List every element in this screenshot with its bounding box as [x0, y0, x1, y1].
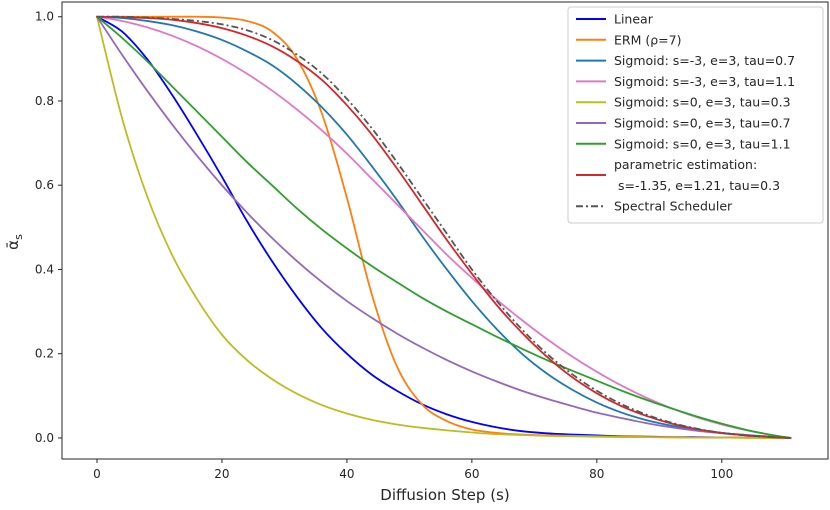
x-tick-label: 80 [589, 467, 604, 481]
y-tick-label: 0.2 [35, 347, 54, 361]
x-tick-label: 60 [464, 467, 479, 481]
series-line-3 [96, 15, 792, 439]
y-tick-label: 0.0 [35, 431, 54, 445]
y-tick-label: 0.8 [35, 94, 54, 108]
series-line-9 [96, 15, 791, 439]
x-tick-label: 20 [214, 467, 229, 481]
legend-label-8: s=-1.35, e=1.21, tau=0.3 [614, 178, 780, 193]
series-layer [96, 15, 792, 439]
y-axis-label-subscript: s [12, 234, 25, 240]
legend-label-8: parametric estimation: [614, 157, 757, 172]
legend-label-1: Linear [614, 12, 654, 27]
plot-frame [61, 1, 829, 460]
y-tick-label: 0.4 [35, 262, 54, 276]
legend-label-2: ERM (ρ=7) [614, 32, 681, 47]
legend-label-9: Spectral Scheduler [614, 199, 733, 214]
x-tick-label: 40 [339, 467, 354, 481]
series-line-6 [96, 15, 792, 439]
y-tick-label: 1.0 [35, 10, 54, 24]
x-tick-label: 100 [710, 467, 733, 481]
y-axis-label-group: ᾱs [4, 234, 25, 250]
legend-box [567, 6, 824, 224]
ticks-layer: 0 20 40 60 80 100 0.0 0.2 0.4 0.6 0.8 1.0 [35, 10, 733, 481]
legend-label-7: Sigmoid: s=0, e=3, tau=1.1 [614, 136, 791, 151]
x-axis-label: Diffusion Step (s) [380, 486, 509, 504]
y-axis-label: ᾱs [4, 234, 25, 250]
legend-label-3: Sigmoid: s=-3, e=3, tau=0.7 [614, 53, 795, 68]
series-line-7 [96, 15, 792, 439]
x-tick-label: 0 [93, 467, 101, 481]
series-line-5 [96, 15, 792, 439]
legend: Linear ERM (ρ=7) Sigmoid: s=-3, e=3, tau=0… [567, 6, 824, 224]
legend-label-4: Sigmoid: s=-3, e=3, tau=1.1 [614, 74, 795, 89]
y-axis-label-main: ᾱ [4, 240, 22, 250]
legend-label-6: Sigmoid: s=0, e=3, tau=0.7 [614, 116, 791, 131]
y-tick-label: 0.6 [35, 178, 54, 192]
legend-label-5: Sigmoid: s=0, e=3, tau=0.3 [614, 95, 791, 110]
